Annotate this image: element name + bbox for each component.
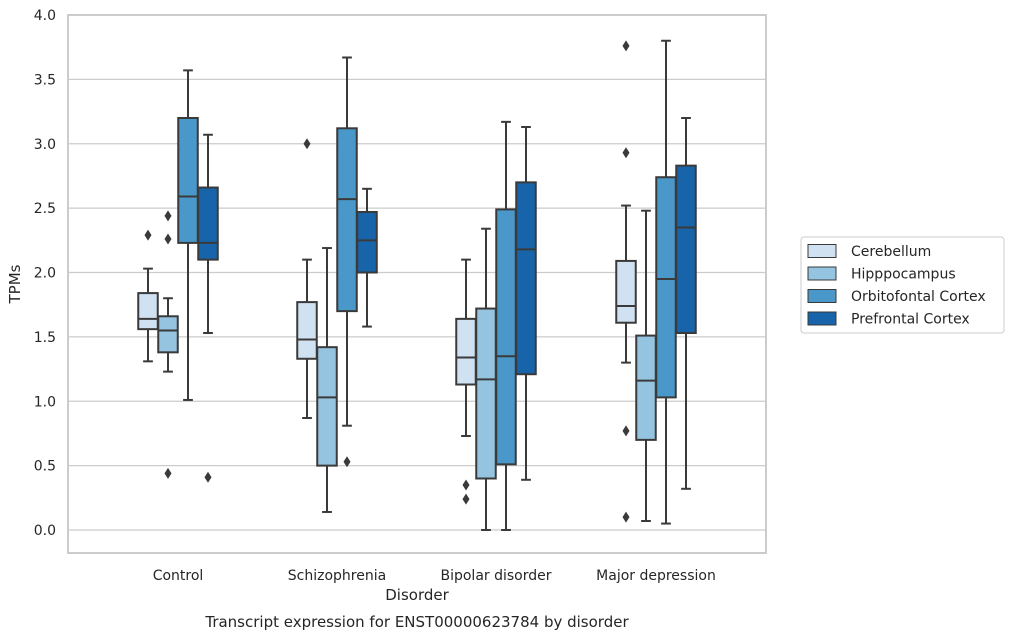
outlier-point	[164, 210, 172, 222]
chart-caption: Transcript expression for ENST0000062378…	[204, 613, 629, 631]
legend-swatch	[807, 266, 837, 281]
y-tick-label: 4.0	[34, 8, 56, 24]
y-tick-label: 1.0	[34, 394, 56, 410]
y-tick-label: 0.0	[34, 523, 56, 539]
y-tick-label: 1.5	[34, 330, 56, 346]
box-iqr	[655, 176, 677, 399]
box-hipppocampus	[316, 247, 338, 513]
legend-swatch	[807, 311, 837, 326]
y-axis-title: TPMs	[6, 264, 24, 304]
box-hipppocampus	[475, 227, 497, 531]
y-tick-label: 2.5	[34, 201, 56, 217]
box-iqr	[137, 292, 159, 331]
x-tick-label: Bipolar disorder	[440, 568, 551, 584]
axes-frame	[67, 14, 767, 554]
outlier-point	[343, 456, 351, 468]
y-tick-label: 2.0	[34, 266, 56, 282]
outlier-point	[204, 471, 212, 483]
box-cerebellum	[137, 229, 159, 363]
box-cerebellum	[455, 258, 477, 505]
outlier-point	[144, 229, 152, 241]
box-cerebellum	[615, 40, 637, 523]
outlier-point	[462, 479, 470, 491]
box-iqr	[157, 315, 179, 354]
legend-swatch	[807, 244, 837, 258]
legend-label: Cerebellum	[851, 244, 931, 260]
outlier-point	[462, 493, 470, 505]
legend: Cerebellum Hipppocampus Orbitofontal Corte…	[800, 236, 1005, 334]
outlier-point	[622, 40, 630, 52]
y-tick-label: 3.5	[34, 72, 56, 88]
box-iqr	[197, 186, 219, 261]
box-iqr	[475, 307, 497, 480]
box-iqr	[296, 301, 318, 360]
outlier-point	[303, 138, 311, 150]
x-axis-ticks: Control Schizophrenia Bipolar disorder Majo…	[153, 568, 716, 584]
box-iqr	[495, 208, 517, 466]
box-iqr	[356, 210, 378, 274]
box-groups	[137, 39, 697, 531]
box-iqr	[177, 117, 199, 244]
box-iqr	[515, 181, 537, 376]
box-prefrontal-cortex	[356, 187, 378, 328]
box-iqr	[635, 334, 657, 441]
box-iqr	[336, 127, 358, 313]
box-orbitofontal-cortex	[495, 120, 517, 531]
outlier-point	[622, 425, 630, 437]
box-prefrontal-cortex	[675, 117, 697, 490]
box-prefrontal-cortex	[515, 126, 537, 481]
box-orbitofontal-cortex	[177, 69, 199, 401]
box-orbitofontal-cortex	[655, 39, 677, 525]
x-axis-title: Disorder	[385, 586, 449, 604]
legend-label: Prefrontal Cortex	[851, 312, 970, 328]
legend-swatch	[807, 289, 837, 303]
box-hipppocampus	[635, 209, 657, 522]
box-orbitofontal-cortex	[336, 56, 358, 468]
legend-frame	[800, 236, 1005, 334]
y-tick-label: 0.5	[34, 459, 56, 475]
outlier-point	[164, 233, 172, 245]
y-axis-ticks: 0.0 0.5 1.0 1.5 2.0 2.5 3.0 3.5 4.0	[34, 8, 56, 539]
box-prefrontal-cortex	[197, 133, 219, 483]
box-iqr	[615, 259, 637, 324]
legend-label: Hipppocampus	[851, 267, 956, 283]
box-iqr	[455, 317, 477, 386]
box-hipppocampus	[157, 210, 179, 479]
outlier-point	[622, 511, 630, 523]
box-iqr	[316, 346, 338, 467]
x-tick-label: Major depression	[596, 568, 716, 584]
outlier-point	[622, 147, 630, 159]
legend-label: Orbitofontal Cortex	[851, 289, 986, 305]
box-cerebellum	[296, 138, 318, 419]
outlier-point	[164, 467, 172, 479]
x-tick-label: Control	[153, 568, 204, 584]
x-tick-label: Schizophrenia	[288, 568, 386, 584]
y-tick-label: 3.0	[34, 137, 56, 153]
box-iqr	[675, 164, 697, 335]
